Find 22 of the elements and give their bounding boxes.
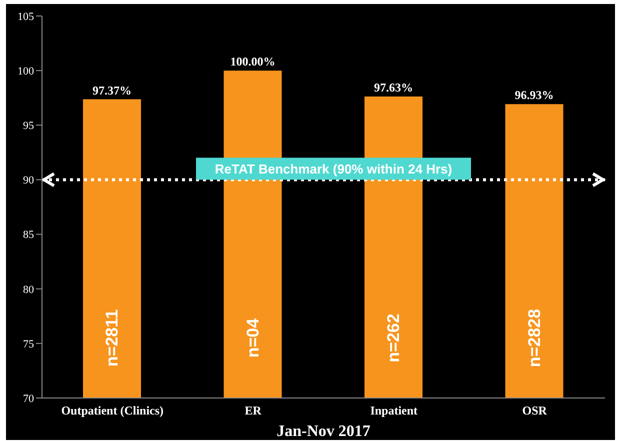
data-label: 100.00% xyxy=(230,54,276,69)
y-tick-label: 90 xyxy=(23,174,34,187)
x-axis-title: Jan-Nov 2017 xyxy=(276,423,370,440)
y-tick-label: 80 xyxy=(23,284,34,296)
annotation: n=262 xyxy=(384,314,403,362)
x-tick-label: Outpatient (Clinics) xyxy=(61,404,164,418)
x-tick-label: OSR xyxy=(522,404,548,418)
y-tick-label: 85 xyxy=(23,229,34,242)
data-label: 96.93% xyxy=(514,88,554,102)
annotation: n=04 xyxy=(243,318,262,358)
y-tick-label: 70 xyxy=(23,392,34,405)
annotation: n=2828 xyxy=(524,308,544,368)
y-tick-label: 75 xyxy=(23,338,34,350)
y-tick-label: 95 xyxy=(23,120,34,132)
data-label: 97.63% xyxy=(374,80,413,94)
x-tick-label: Inpatient xyxy=(370,404,418,418)
annotation: n=2811 xyxy=(102,309,122,367)
ref-line-label: ReTAT Benchmark (90% within 24 Hrs) xyxy=(214,162,452,177)
y-tick-label: 105 xyxy=(18,10,34,23)
x-tick-label: ER xyxy=(244,404,262,418)
y-tick-label: 100 xyxy=(18,65,34,78)
data-label: 97.37% xyxy=(92,83,132,98)
